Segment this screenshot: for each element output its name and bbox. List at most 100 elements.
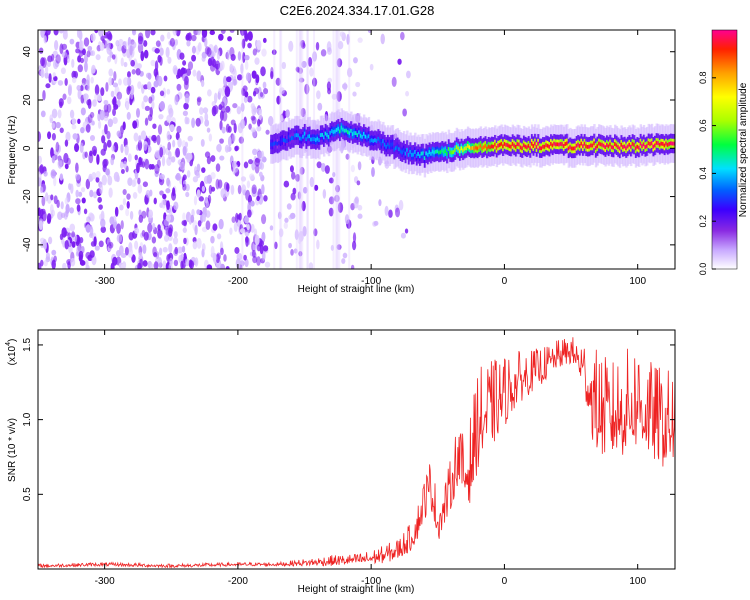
spectrogram-noise-dot (218, 33, 224, 41)
spectrogram-frame (37, 29, 676, 270)
spectrogram-peak (567, 146, 571, 151)
spectrogram-noise-dot (206, 156, 211, 165)
spectrogram-noise-dot (186, 40, 191, 47)
spectrogram-noise-dot (181, 245, 186, 253)
spectrogram-noise-dot (112, 221, 118, 229)
spectrogram-peak (646, 144, 649, 149)
spectrogram-peak (390, 142, 393, 147)
spectrogram-noise-dot (206, 264, 213, 269)
spectrogram-peak (462, 148, 465, 153)
spectrogram-noise-dot (172, 237, 179, 245)
spectrogram-noise-dot (231, 133, 236, 143)
spectrogram-peak (452, 150, 455, 154)
spectrogram-noise-dot (240, 119, 246, 130)
spectrogram-peak (668, 141, 671, 146)
spectrogram-noise-dot (212, 223, 218, 231)
spectrogram-peak (574, 146, 577, 151)
spectrogram-peak (657, 141, 660, 146)
spectrogram-noise-dot (114, 206, 119, 217)
spectrogram-peak (271, 142, 275, 147)
spectrogram-noise-dot (108, 68, 114, 77)
spectrogram-peak (503, 142, 507, 146)
spectrogram-noise-dot (174, 94, 179, 106)
spectrogram-noise-dot (244, 215, 250, 224)
spectrogram-noise-dot (197, 42, 202, 52)
spectrogram-noise-dot (336, 244, 342, 250)
spectrogram-noise-dot (229, 30, 235, 33)
spectrogram-noise-dot (55, 54, 61, 64)
spectrogram-noise-dot (128, 232, 134, 241)
spectrogram-noise-dot (136, 162, 140, 174)
spectrogram-noise-dot (357, 204, 363, 211)
spectrogram-noise-dot (300, 42, 306, 49)
spectrogram-peak (474, 145, 478, 150)
spectrogram-noise-dot (106, 130, 111, 140)
spectrogram-noise-dot (68, 242, 73, 254)
spectrogram-noise-dot (168, 227, 173, 238)
spectrogram-noise-dot (69, 109, 75, 119)
spectrogram-noise-dot (85, 123, 91, 133)
spectrogram-noise-dot (119, 161, 124, 169)
spectrogram-noise-dot (86, 216, 91, 223)
spectrogram-peak (350, 128, 353, 133)
spectrogram-noise-dot (165, 187, 171, 194)
spectrogram-peak (447, 146, 451, 151)
spectrogram-noise-dot (38, 155, 42, 165)
spectrogram-noise-dot (112, 117, 118, 125)
spectrogram-peak (609, 142, 612, 147)
spectrogram-noise-dot (138, 214, 144, 223)
spectrogram-noise-dot (64, 240, 69, 250)
spectrogram-noise-dot (342, 83, 348, 90)
spectrogram-noise-dot (52, 72, 56, 78)
spectrogram-noise-dot (181, 140, 186, 148)
spectrogram-peak (398, 147, 401, 152)
spectrogram-noise-dot (45, 83, 51, 89)
spectrogram-noise-dot (75, 189, 79, 198)
spectrogram-noise-dot (77, 88, 82, 100)
spectrogram-noise-dot (316, 161, 322, 169)
spectrogram-peak (476, 146, 479, 151)
spectrogram-noise-dot (140, 130, 147, 140)
spectrogram-peak (310, 137, 313, 142)
spectrogram-noise-dot (97, 94, 102, 102)
spectrogram-peak (407, 152, 411, 157)
spectrogram-noise-dot (108, 76, 113, 86)
spectrogram-noise-dot (258, 109, 263, 121)
spectrogram-noise-dot (172, 64, 178, 75)
spectrogram-peak (428, 150, 431, 155)
spectrogram-noise-dot (89, 226, 94, 237)
spectrogram-noise-dot (229, 227, 233, 235)
spectrogram-noise-dot (232, 103, 238, 109)
spectrogram-noise-dot (256, 40, 262, 51)
spectrogram-noise-dot (250, 223, 255, 233)
spectrogram-noise-dot (120, 143, 124, 154)
spectrogram-noise-dot (83, 37, 90, 47)
spectrogram-noise-dot (168, 263, 173, 269)
spectrogram-peak (478, 145, 481, 150)
spectrogram-peak (513, 143, 516, 148)
spectrogram-noise-dot (231, 160, 237, 169)
spectrogram-peak (417, 152, 420, 156)
spectrogram-noise-dot (96, 154, 100, 165)
spectrogram-noise-dot (337, 40, 344, 50)
spectrogram-noise-dot (118, 78, 122, 86)
spectrogram-noise-dot (252, 255, 258, 264)
spectrogram-noise-dot (193, 195, 198, 206)
spectrogram-noise-dot (116, 234, 123, 243)
spectrogram-peak (302, 134, 305, 139)
spectrogram-noise-dot (301, 200, 306, 212)
spectrogram-noise-dot (65, 131, 71, 142)
spectrogram-noise-dot (288, 242, 292, 249)
spectrogram-noise-dot (126, 193, 131, 200)
spectrogram-noise-dot (89, 189, 94, 198)
spectrogram-noise-dot (152, 123, 157, 129)
spectrogram-noise-dot (336, 58, 343, 68)
spectrogram-noise-dot (192, 241, 198, 250)
spectrogram-peak (434, 149, 438, 154)
spectrogram-noise-dot (116, 130, 122, 138)
spectrogram-noise-dot (332, 172, 336, 178)
spectrogram-noise-dot (194, 257, 199, 267)
spectrogram-peak (530, 141, 534, 146)
spectrogram-peak (322, 135, 326, 140)
spectrogram-noise-dot (315, 41, 320, 51)
